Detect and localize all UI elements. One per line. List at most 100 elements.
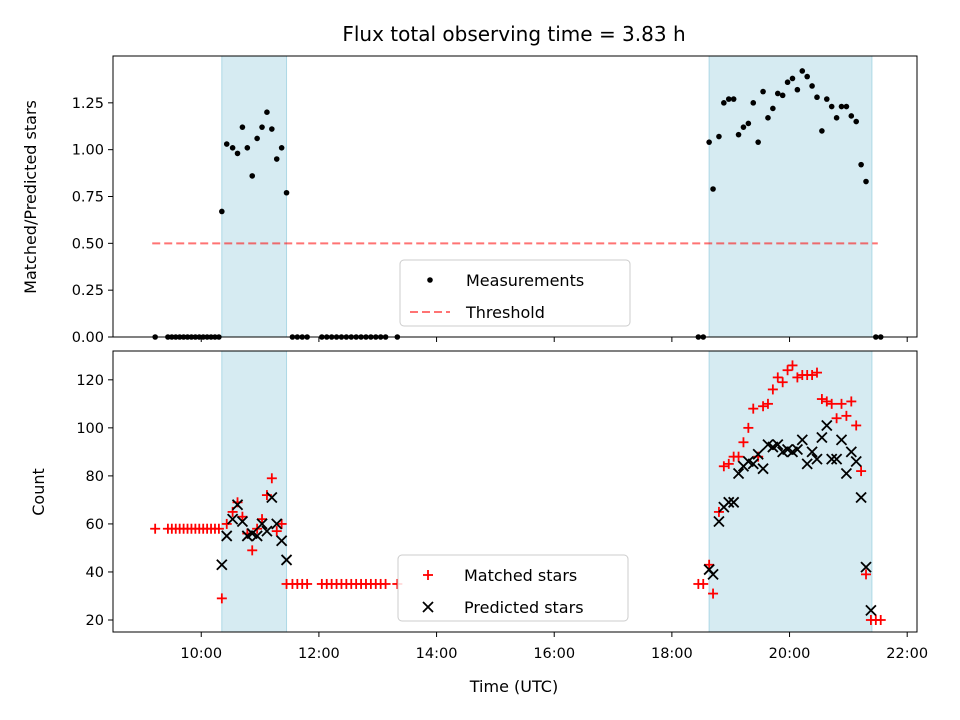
legend-box [397, 554, 629, 622]
predicted-star-point [821, 419, 833, 432]
matched-star-point [861, 569, 872, 580]
matched-star-point [856, 466, 867, 477]
y-tick-label: 40 [86, 565, 104, 581]
measurement-point [239, 124, 246, 130]
predicted-star-point [811, 453, 823, 465]
predicted-star-point [226, 513, 239, 525]
y-tick-label: 60 [86, 517, 104, 533]
predicted-star-point [796, 434, 808, 446]
predicted-star-point [757, 463, 769, 475]
measurement-point [223, 141, 230, 147]
measurement-point [254, 135, 260, 142]
matched-star-point [743, 422, 754, 433]
matched-star-point [276, 518, 287, 529]
y-tick-label: 20 [86, 613, 104, 629]
y-tick-label: 0.00 [72, 330, 104, 346]
measurement-point [809, 83, 815, 89]
predicted-star-point [816, 431, 828, 444]
measurement-point [750, 100, 757, 106]
x-tick-label: 16:00 [533, 646, 575, 662]
measurement-point [249, 173, 256, 179]
measurement-point [858, 161, 864, 168]
legend-label: Predicted stars [464, 598, 584, 617]
predicted-star-point [801, 458, 813, 470]
predicted-star-point [747, 458, 759, 470]
predicted-star-point [850, 455, 862, 468]
measurement-point [804, 73, 810, 80]
predicted-star-point [251, 530, 263, 542]
x-axis-label: Time (UTC) [469, 677, 558, 696]
measurement-point [219, 208, 225, 215]
matched-star-point [213, 523, 224, 534]
measurement-point [244, 144, 251, 151]
y-tick-label: 1.00 [72, 143, 104, 159]
measurement-point [765, 115, 771, 121]
matched-star-point [767, 384, 778, 395]
predicted-star-point [707, 568, 719, 580]
measurement-point [706, 139, 712, 145]
matched-star-point [758, 401, 769, 412]
measurement-point [283, 189, 290, 196]
predicted-star-point [271, 518, 283, 530]
matched-star-point [851, 420, 862, 431]
y-axis-label: Matched/Predicted stars [21, 100, 40, 294]
matched-star-point [841, 410, 852, 421]
predicted-star-point [772, 439, 784, 451]
y-axis-label: Count [29, 468, 48, 516]
predicted-star-point [256, 518, 268, 530]
predicted-star-point [752, 448, 764, 460]
x-tick-label: 18:00 [651, 646, 693, 662]
legend: Measurements Threshold [399, 259, 631, 327]
measurement-point [843, 103, 850, 110]
predicted-star-point [221, 530, 233, 542]
legend-label: Threshold [465, 303, 545, 322]
legend-marker-matched [423, 570, 433, 580]
measurement-point [819, 128, 825, 134]
predicted-star-point [791, 443, 804, 456]
matched-star-point [221, 518, 232, 529]
legend-marker-predicted [422, 601, 434, 613]
matched-star-point [698, 578, 709, 589]
panel-bottom: 20 40 60 80 100 120 10:00 12:00 14:00 16:00 18:00 2… [29, 350, 928, 662]
matched-star-point [875, 614, 886, 625]
measurement-point [730, 96, 737, 102]
matched-star-point [772, 372, 783, 383]
predicted-star-point [723, 496, 735, 508]
matched-star-point [738, 437, 749, 448]
measurement-point [814, 94, 820, 101]
legend-box [399, 259, 631, 327]
measurement-point [784, 79, 791, 86]
y-tick-label: 100 [76, 421, 104, 437]
predicted-star-point [855, 491, 867, 504]
matched-star-point [777, 377, 788, 388]
y-tick-label: 0.25 [72, 283, 104, 299]
matched-star-point [762, 398, 773, 409]
measurement-point [745, 120, 752, 127]
measurement-point [755, 139, 761, 145]
predicted-star-point [713, 515, 725, 528]
measurement-point [229, 144, 236, 151]
x-tick-label: 20:00 [769, 646, 811, 662]
matched-star-point [816, 394, 827, 405]
matched-star-point [704, 559, 715, 570]
measurement-point [234, 150, 241, 157]
predicted-star-point [231, 499, 244, 511]
matched-star-point [811, 367, 822, 378]
measurement-point [735, 131, 742, 138]
matched-star-point [831, 413, 842, 424]
observing-span [221, 350, 288, 633]
measurement-point [789, 75, 796, 82]
measurement-point [823, 96, 830, 102]
measurement-point [725, 96, 732, 102]
matched-star-point [380, 578, 391, 589]
predicted-star-point [276, 535, 288, 547]
predicted-star-point [806, 446, 818, 458]
matched-star-point [302, 578, 313, 589]
predicted-star-point [860, 561, 872, 573]
matched-star-point [237, 511, 248, 522]
matched-star-point [821, 396, 832, 407]
measurement-point [770, 105, 776, 112]
matched-star-point [718, 461, 729, 472]
panel-top: 0.00 0.25 0.50 0.75 1.00 1.25 Matched/Predicte… [21, 55, 918, 346]
y-tick-label: 120 [76, 373, 104, 389]
